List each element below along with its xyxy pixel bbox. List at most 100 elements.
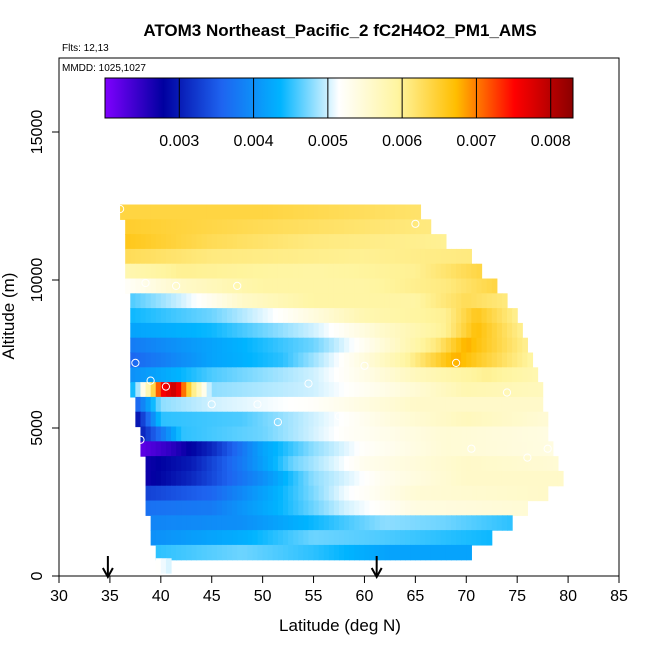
heatmap-cell bbox=[140, 382, 147, 398]
heatmap-cell bbox=[435, 456, 442, 472]
heatmap-cell bbox=[191, 219, 198, 235]
heatmap-cell bbox=[415, 500, 422, 516]
heatmap-cell bbox=[298, 515, 304, 531]
heatmap-cell bbox=[272, 530, 279, 546]
heatmap-cell bbox=[349, 515, 355, 531]
heatmap-cell bbox=[461, 441, 467, 457]
heatmap-cell bbox=[211, 544, 218, 561]
heatmap-cell bbox=[267, 396, 274, 413]
heatmap-cell bbox=[308, 396, 315, 413]
heatmap-cell bbox=[272, 367, 279, 383]
heatmap-cell bbox=[155, 396, 162, 413]
heatmap-cell bbox=[420, 382, 427, 398]
sample-circle bbox=[502, 388, 512, 397]
heatmap-cell bbox=[451, 426, 457, 442]
heatmap-cell bbox=[374, 411, 381, 428]
heatmap-cell bbox=[140, 234, 147, 250]
heatmap-cell bbox=[267, 382, 274, 398]
heatmap-cell bbox=[466, 470, 472, 487]
heatmap-cell bbox=[288, 456, 294, 472]
heatmap-cell bbox=[196, 530, 203, 546]
heatmap-cell bbox=[191, 382, 198, 398]
heatmap-cell bbox=[359, 337, 366, 354]
heatmap-cell bbox=[155, 322, 162, 339]
heatmap-cell bbox=[349, 500, 355, 516]
heatmap-cell bbox=[517, 382, 523, 398]
heatmap-cell bbox=[349, 411, 355, 428]
heatmap-cell bbox=[237, 219, 243, 235]
heatmap-cell bbox=[247, 456, 254, 472]
heatmap-cell bbox=[400, 234, 406, 250]
heatmap-cell bbox=[135, 382, 142, 398]
heatmap-cell bbox=[537, 470, 544, 487]
heatmap-cell bbox=[308, 456, 315, 472]
heatmap-cell bbox=[186, 263, 192, 280]
heatmap-cell bbox=[461, 337, 467, 354]
heatmap-cell bbox=[206, 500, 213, 516]
heatmap-cell bbox=[257, 544, 264, 561]
heatmap-cell bbox=[456, 515, 462, 531]
heatmap-cell bbox=[333, 396, 340, 413]
heatmap-cell bbox=[354, 219, 360, 235]
heatmap-cell bbox=[476, 530, 483, 546]
heatmap-cell bbox=[308, 441, 315, 457]
x-tick-label: 70 bbox=[457, 588, 475, 605]
heatmap-cell bbox=[364, 293, 371, 309]
heatmap-cell bbox=[288, 411, 294, 428]
heatmap-cell bbox=[359, 278, 366, 294]
heatmap-cell bbox=[262, 322, 269, 339]
heatmap-cell bbox=[221, 352, 228, 368]
heatmap-cell bbox=[303, 293, 310, 309]
heatmap-cell bbox=[491, 293, 498, 309]
heatmap-cell bbox=[298, 219, 304, 235]
heatmap-cell bbox=[252, 544, 259, 561]
heatmap-cell bbox=[267, 204, 274, 220]
heatmap-cell bbox=[501, 308, 508, 324]
heatmap-cell bbox=[435, 308, 442, 324]
heatmap-cell bbox=[262, 293, 269, 309]
heatmap-cell bbox=[395, 441, 401, 457]
heatmap-cell bbox=[512, 337, 518, 354]
heatmap-cell bbox=[257, 248, 264, 265]
heatmap-cell bbox=[140, 219, 147, 235]
heatmap-cell bbox=[451, 337, 457, 354]
heatmap-cell bbox=[496, 485, 503, 502]
heatmap-cell bbox=[532, 470, 539, 487]
heatmap-cell bbox=[216, 470, 223, 487]
heatmap-cell bbox=[384, 234, 391, 250]
heatmap-cell bbox=[379, 411, 386, 428]
heatmap-cell bbox=[186, 530, 192, 546]
heatmap-cell bbox=[160, 411, 167, 428]
heatmap-cell bbox=[507, 337, 513, 354]
heatmap-cell bbox=[374, 530, 381, 546]
heatmap-cell bbox=[130, 382, 136, 398]
x-tick-label: 30 bbox=[50, 588, 68, 605]
heatmap-cell bbox=[339, 337, 345, 354]
heatmap-cell bbox=[410, 515, 416, 531]
heatmap-cell bbox=[181, 308, 187, 324]
heatmap-cell bbox=[288, 367, 294, 383]
heatmap-cell bbox=[303, 337, 310, 354]
heatmap-cell bbox=[328, 470, 335, 487]
colorbar-tick-label: 0.003 bbox=[159, 133, 199, 150]
heatmap-cell bbox=[466, 248, 472, 265]
heatmap-cell bbox=[379, 293, 386, 309]
heatmap-cell bbox=[227, 470, 233, 487]
heatmap-cell bbox=[486, 278, 493, 294]
heatmap-cell bbox=[405, 293, 411, 309]
heatmap-cell bbox=[257, 485, 264, 502]
heatmap-cell bbox=[405, 204, 411, 220]
heatmap-cell bbox=[308, 544, 315, 561]
heatmap-cell bbox=[323, 396, 330, 413]
heatmap-cell bbox=[501, 293, 508, 309]
heatmap-cell bbox=[130, 293, 136, 309]
heatmap-cell bbox=[293, 456, 299, 472]
heatmap-cell bbox=[379, 426, 386, 442]
heatmap-cell bbox=[196, 367, 203, 383]
heatmap-cell bbox=[308, 382, 315, 398]
x-tick-label: 35 bbox=[101, 588, 119, 605]
heatmap-cell bbox=[293, 530, 299, 546]
heatmap-cell bbox=[130, 248, 136, 265]
heatmap-cell bbox=[247, 352, 254, 368]
heatmap-cell bbox=[359, 248, 366, 265]
